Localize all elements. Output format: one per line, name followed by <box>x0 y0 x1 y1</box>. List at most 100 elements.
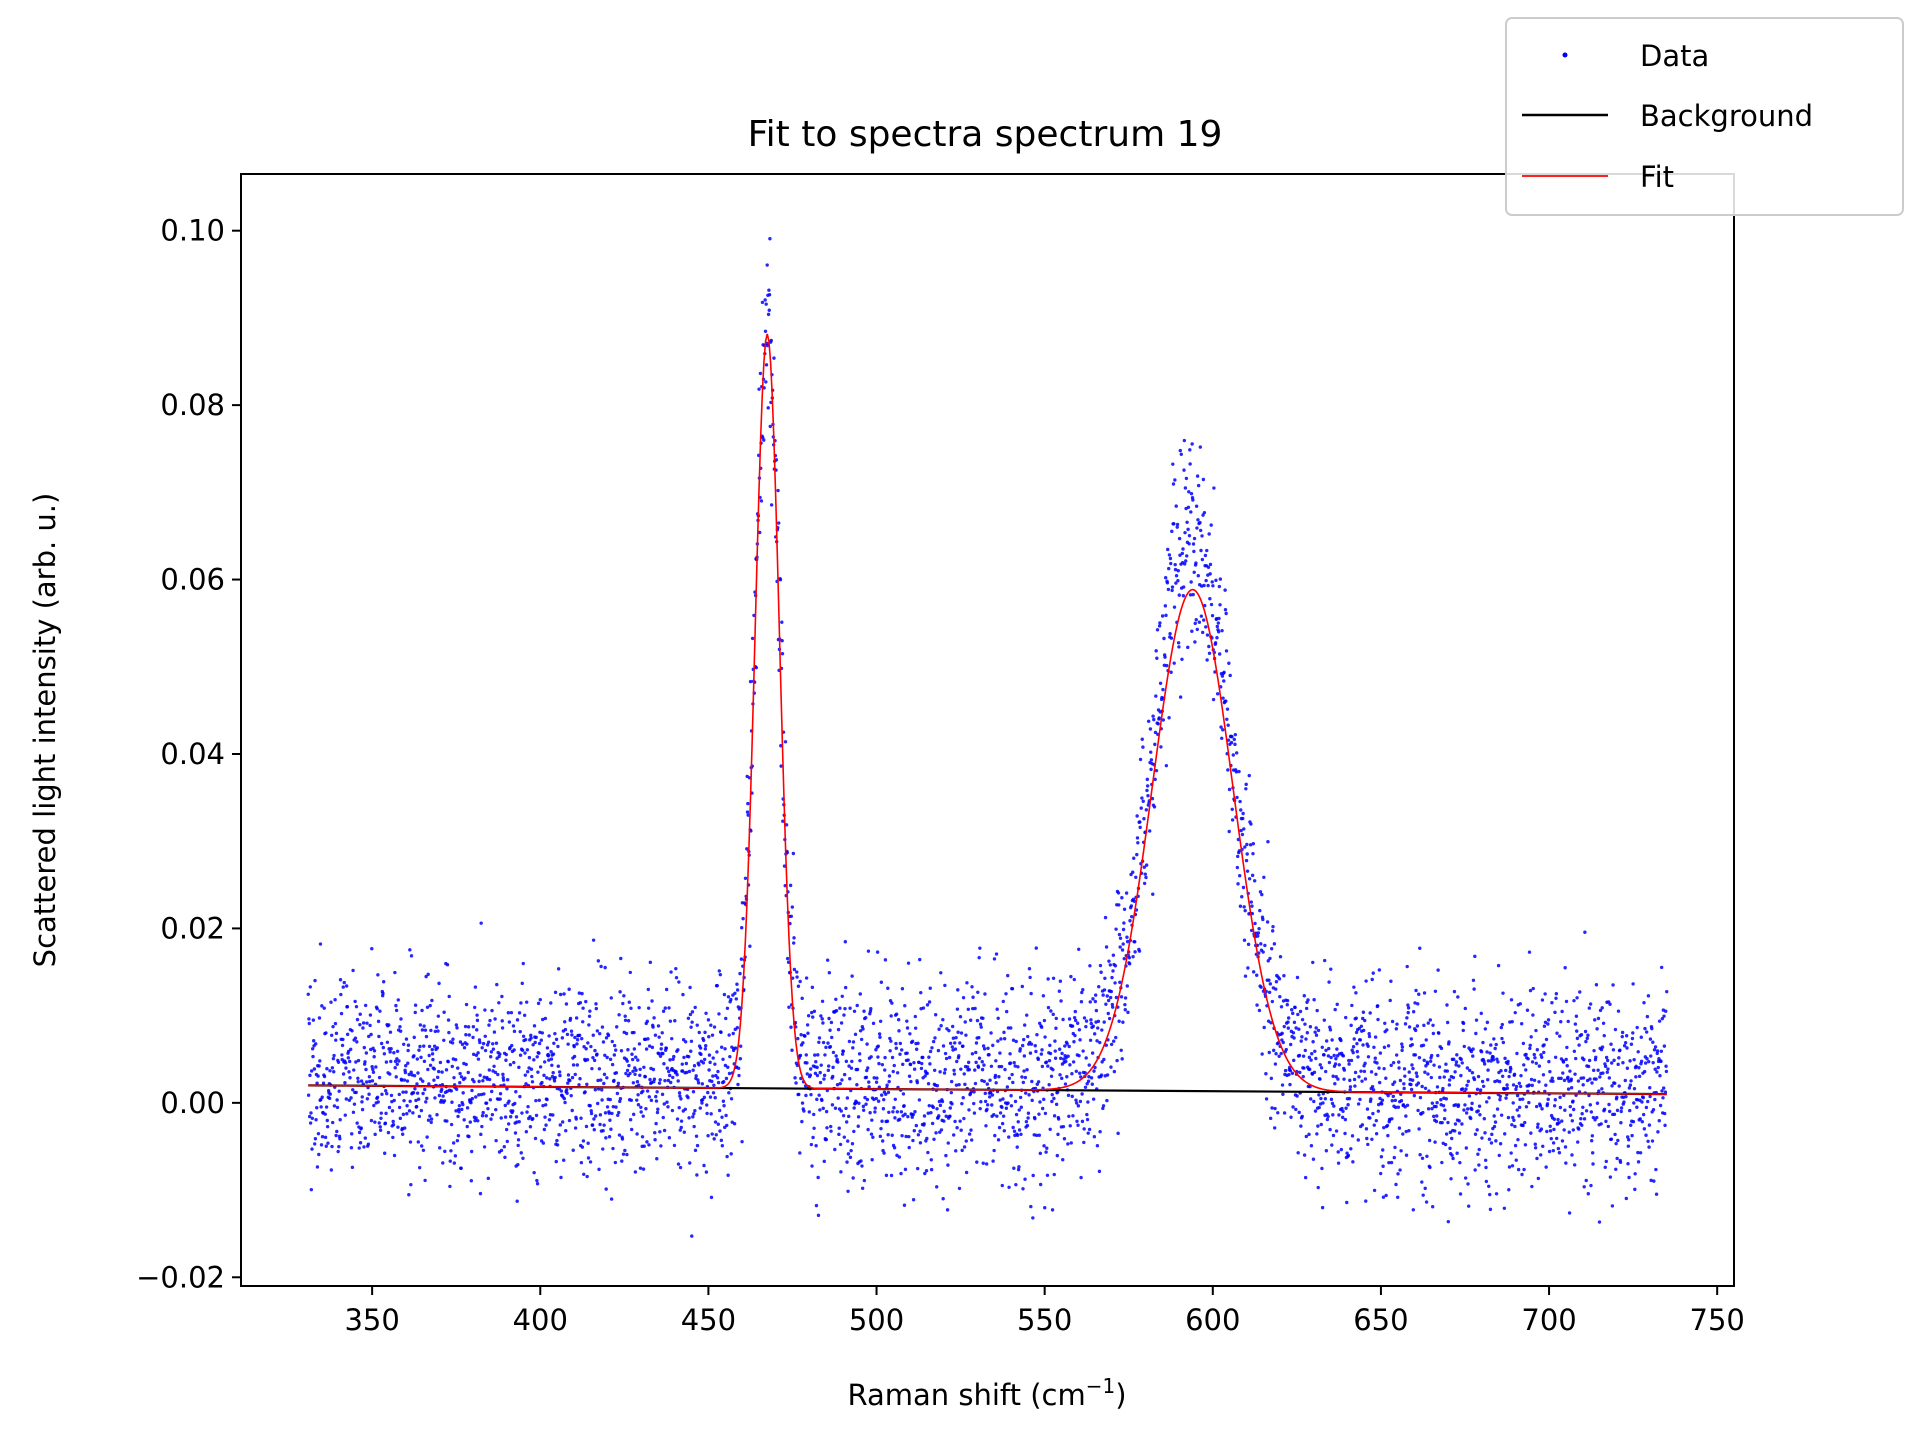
data-point <box>816 1213 821 1218</box>
data-point <box>695 1143 700 1148</box>
data-point <box>1161 687 1165 692</box>
data-point <box>1515 1093 1520 1098</box>
legend-label-background: Background <box>1640 99 1813 133</box>
data-point <box>335 1098 339 1102</box>
data-point <box>1648 1037 1653 1041</box>
data-point <box>1384 1193 1388 1198</box>
data-point <box>1186 527 1190 532</box>
data-point <box>525 1110 529 1114</box>
data-point <box>1417 992 1421 996</box>
data-point <box>633 1072 637 1076</box>
data-point <box>872 1076 876 1080</box>
data-point <box>647 1095 652 1099</box>
data-point <box>405 1104 409 1108</box>
data-point <box>1484 1179 1489 1184</box>
data-point <box>935 1185 939 1189</box>
data-point <box>322 1074 327 1079</box>
data-point <box>1622 1100 1626 1104</box>
data-point <box>433 1029 437 1034</box>
data-point <box>559 1175 563 1180</box>
data-point <box>1001 1097 1005 1101</box>
data-point <box>1029 1204 1033 1209</box>
data-point <box>1001 999 1005 1004</box>
data-point <box>599 1078 603 1082</box>
data-point <box>353 1036 358 1040</box>
data-point <box>1308 1067 1312 1072</box>
data-point <box>514 1115 519 1119</box>
data-point <box>873 1110 877 1114</box>
data-point <box>1665 989 1669 994</box>
data-point <box>1400 1048 1404 1053</box>
data-point <box>800 1119 804 1124</box>
data-point <box>495 982 499 987</box>
data-point <box>722 1104 726 1108</box>
data-point <box>1613 1027 1618 1032</box>
data-point <box>986 1046 990 1050</box>
data-point <box>1201 630 1205 635</box>
data-point <box>847 1114 851 1119</box>
data-point <box>1541 1073 1546 1077</box>
data-point <box>408 1099 412 1103</box>
data-point <box>822 1077 826 1081</box>
data-point <box>712 1137 716 1141</box>
data-point <box>1121 1020 1125 1024</box>
data-point <box>1282 974 1286 978</box>
data-point <box>1566 1075 1570 1079</box>
data-point <box>579 1160 584 1165</box>
data-point <box>598 1031 602 1036</box>
data-point <box>1535 1048 1540 1052</box>
data-point <box>1602 1033 1606 1038</box>
data-point <box>781 819 785 823</box>
data-point <box>650 999 654 1003</box>
data-point <box>934 1131 938 1135</box>
data-point <box>1169 670 1173 674</box>
data-point <box>1432 1063 1436 1067</box>
data-point <box>1341 1054 1346 1058</box>
data-point <box>1296 1151 1300 1155</box>
data-point <box>1385 1123 1390 1128</box>
data-point <box>540 1080 544 1085</box>
data-point <box>1217 584 1222 589</box>
data-point <box>1411 1066 1415 1071</box>
data-point <box>1542 1024 1547 1028</box>
data-point <box>1402 1082 1406 1086</box>
data-point <box>722 1080 726 1084</box>
data-point <box>329 1000 333 1004</box>
data-point <box>1544 1083 1548 1087</box>
data-point <box>1280 1083 1285 1087</box>
data-point <box>886 1090 891 1095</box>
data-point <box>465 1106 470 1110</box>
data-point <box>605 1076 609 1080</box>
data-point <box>893 1097 897 1101</box>
data-point <box>724 1113 728 1118</box>
data-point <box>1597 1089 1601 1093</box>
data-point <box>878 1035 882 1039</box>
data-point <box>1511 1101 1515 1105</box>
data-point <box>1014 1182 1018 1187</box>
data-point <box>852 1129 856 1134</box>
data-point <box>1554 996 1558 1000</box>
data-point <box>1256 934 1260 938</box>
data-point <box>795 975 799 979</box>
data-point <box>1536 1122 1540 1126</box>
data-point <box>569 1093 573 1098</box>
data-point <box>1313 1030 1317 1034</box>
data-point <box>679 1125 683 1130</box>
data-point <box>1335 1002 1339 1007</box>
data-point <box>1664 1064 1668 1068</box>
data-point <box>1519 1073 1523 1078</box>
data-point <box>457 1103 462 1108</box>
data-point <box>322 1006 326 1010</box>
data-point <box>1207 651 1212 655</box>
data-point <box>1596 1068 1600 1072</box>
data-point <box>1527 1100 1531 1105</box>
data-point <box>1224 611 1228 616</box>
data-point <box>504 1052 508 1057</box>
data-point <box>1307 1055 1312 1060</box>
data-point <box>1455 1151 1459 1155</box>
data-point <box>1369 1097 1373 1101</box>
data-point <box>1239 828 1243 833</box>
data-point <box>374 1065 378 1069</box>
data-point <box>972 1111 977 1115</box>
data-point <box>833 1106 838 1110</box>
